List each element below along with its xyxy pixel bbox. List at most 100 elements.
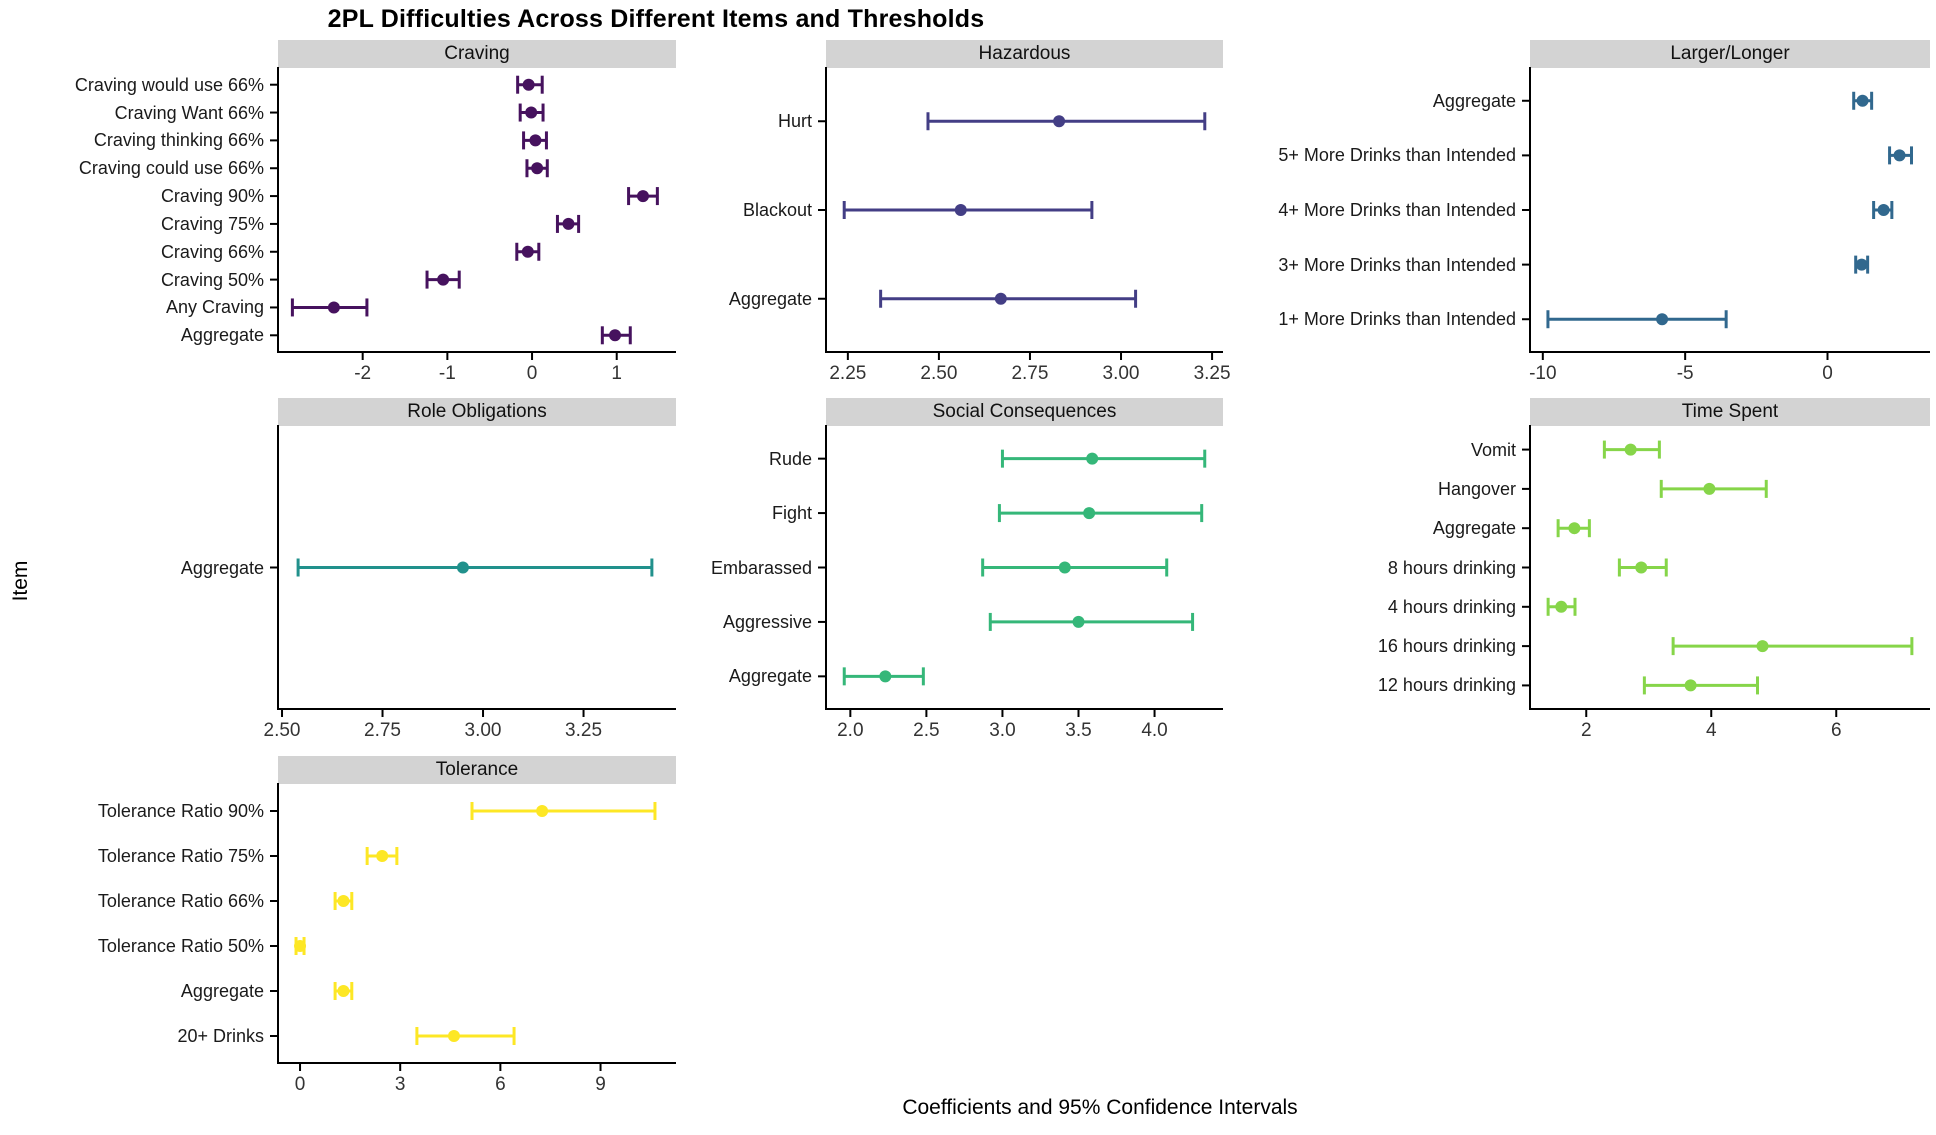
x-axis-tick-label: 0: [294, 1074, 306, 1095]
y-axis-tick-label: Aggregate: [1432, 518, 1516, 539]
point-estimate: [609, 329, 622, 342]
y-axis-tick-label: Craving 50%: [160, 269, 264, 290]
y-axis-tick-label: Craving 90%: [160, 186, 264, 207]
x-axis-tick-label: 4: [1705, 720, 1717, 741]
x-axis-tick-label: 2.5: [913, 720, 940, 741]
point-estimate: [1058, 561, 1071, 574]
facet-strip: Tolerance: [278, 756, 676, 784]
y-axis-tick-label: Aggregate: [180, 557, 264, 578]
x-axis-tick-label: -1: [438, 363, 456, 384]
point-estimate: [562, 217, 575, 230]
point-estimate: [1624, 443, 1637, 456]
y-axis-tick-label: Aggregate: [180, 325, 264, 346]
y-axis-tick-label: Craving Want 66%: [114, 102, 264, 123]
y-axis-tick-label: Craving 75%: [160, 213, 264, 234]
x-axis-tick-label: 3.00: [1102, 363, 1140, 384]
y-axis-tick-label: 5+ More Drinks than Intended: [1278, 145, 1516, 166]
y-axis-tick-label: Embarassed: [710, 557, 812, 578]
y-axis-tick-label: Vomit: [1470, 439, 1516, 460]
facet-strip: Larger/Longer: [1530, 40, 1930, 68]
point-estimate: [376, 850, 389, 862]
y-axis-tick-label: 1+ More Drinks than Intended: [1278, 309, 1516, 330]
chart-title: 2PL Difficulties Across Different Items …: [327, 5, 985, 33]
facet-plot-area: [1522, 67, 1930, 360]
x-axis-tick-label: 0: [1822, 363, 1833, 384]
point-estimate: [1083, 507, 1096, 520]
y-axis-tick-label: Rude: [768, 448, 812, 469]
point-estimate: [1635, 561, 1648, 574]
point-estimate: [447, 1030, 460, 1042]
point-estimate: [1656, 313, 1669, 326]
y-axis-tick-label: Any Craving: [165, 297, 264, 318]
point-estimate: [1856, 94, 1869, 107]
y-axis-tick-label: Tolerance Ratio 75%: [97, 846, 264, 866]
x-axis-tick-label: 4.0: [1141, 720, 1168, 741]
y-axis-tick-label: 8 hours drinking: [1387, 557, 1516, 578]
x-axis-tick-label: 2.50: [263, 720, 301, 741]
point-estimate: [525, 106, 538, 119]
y-axis-tick-label: Aggregate: [180, 981, 264, 1001]
x-axis-tick-label: -5: [1676, 363, 1694, 384]
x-axis-tick-label: 9: [595, 1074, 606, 1095]
point-estimate: [1756, 640, 1769, 653]
y-axis-tick-label: Craving would use 66%: [74, 74, 264, 95]
y-axis-tick-label: Tolerance Ratio 90%: [97, 801, 264, 821]
point-estimate: [1703, 482, 1716, 495]
point-estimate: [531, 162, 544, 175]
y-axis-tick-label: Hurt: [777, 111, 812, 132]
point-estimate: [1053, 115, 1066, 128]
x-axis-tick-label: 3.25: [565, 720, 603, 741]
point-estimate: [294, 940, 307, 952]
x-axis-tick-label: 3.00: [464, 720, 502, 741]
y-axis-tick-label: Craving thinking 66%: [93, 130, 264, 151]
facet-plot-area: [818, 67, 1223, 360]
y-axis-tick-label: 3+ More Drinks than Intended: [1278, 254, 1516, 275]
facet-strip: Hazardous: [826, 40, 1223, 68]
x-axis-tick-label: 0: [526, 363, 538, 384]
point-estimate: [1072, 615, 1085, 628]
facet-plot-area: [270, 783, 676, 1071]
x-axis-tick-label: -2: [354, 363, 372, 384]
x-axis-tick-label: 2.0: [837, 720, 864, 741]
y-axis-tick-label: Aggregate: [728, 666, 812, 687]
x-axis-tick-label: 6: [1830, 720, 1842, 741]
facet-strip: Role Obligations: [278, 398, 676, 426]
point-estimate: [521, 245, 534, 258]
point-estimate: [636, 190, 649, 203]
facet-strip-title: Role Obligations: [407, 401, 547, 422]
x-axis-tick-label: 1: [611, 363, 622, 384]
facet-plot-area: [818, 425, 1223, 717]
point-estimate: [1877, 204, 1890, 216]
facet-plot-area: [270, 425, 676, 717]
y-axis-tick-label: Tolerance Ratio 66%: [97, 891, 264, 911]
y-axis-tick-label: 16 hours drinking: [1377, 636, 1516, 657]
facet-plot-area: [270, 67, 676, 360]
point-estimate: [337, 985, 350, 997]
x-axis-tick-label: 2.75: [1011, 363, 1049, 384]
point-estimate: [536, 805, 549, 817]
x-axis-tick-label: 3: [394, 1074, 406, 1095]
point-estimate: [337, 895, 350, 907]
y-axis-tick-label: Aggregate: [1432, 90, 1516, 111]
x-axis-tick-label: 2.25: [829, 363, 867, 384]
point-estimate: [1684, 679, 1697, 692]
point-estimate: [1086, 452, 1099, 465]
point-estimate: [1855, 258, 1868, 271]
x-axis-tick-label: 3.25: [1193, 363, 1231, 384]
x-axis-tick-label: -10: [1529, 363, 1557, 384]
x-axis-title: Coefficients and 95% Confidence Interval…: [902, 1096, 1298, 1119]
point-estimate: [437, 273, 450, 286]
facet-strip-title: Social Consequences: [932, 401, 1117, 422]
point-estimate: [1893, 149, 1906, 162]
y-axis-tick-label: Tolerance Ratio 50%: [97, 936, 264, 956]
point-estimate: [994, 292, 1007, 305]
x-axis-tick-label: 6: [495, 1074, 506, 1095]
y-axis-tick-label: 4+ More Drinks than Intended: [1278, 200, 1516, 220]
facet-strip-title: Larger/Longer: [1670, 43, 1790, 64]
y-axis-title: Item: [9, 560, 32, 602]
facet-strip-title: Time Spent: [1681, 401, 1779, 422]
facet-strip: Social Consequences: [826, 398, 1223, 426]
y-axis-tick-label: Craving could use 66%: [78, 158, 264, 179]
y-axis-tick-label: Blackout: [742, 200, 812, 220]
point-estimate: [529, 134, 542, 147]
